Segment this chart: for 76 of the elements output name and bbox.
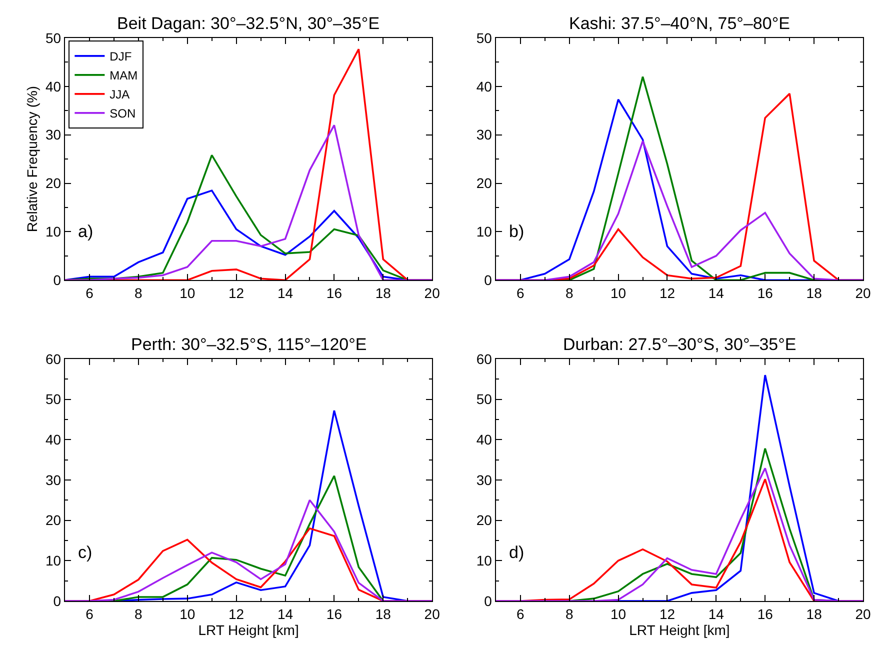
x-tick-label: 20 — [424, 606, 440, 622]
annotation: a) — [78, 222, 94, 241]
legend-label: MAM — [110, 68, 138, 83]
x-tick-label: 12 — [659, 285, 676, 302]
x-tick-label: 12 — [228, 285, 244, 302]
y-tick-label: 0 — [53, 272, 62, 288]
y-tick-label: 60 — [45, 350, 62, 367]
x-tick-label: 14 — [708, 285, 724, 302]
x-tick-label: 6 — [86, 285, 94, 302]
y-tick-label: 30 — [45, 472, 62, 488]
y-tick-label: 40 — [45, 432, 62, 448]
x-tick-label: 10 — [610, 285, 626, 302]
x-tick-label: 16 — [326, 285, 342, 302]
x-tick-label: 16 — [757, 285, 774, 302]
x-tick-label: 14 — [277, 606, 294, 622]
y-tick-label: 20 — [476, 512, 492, 528]
y-tick-label: 50 — [45, 391, 62, 408]
y-tick-label: 0 — [53, 592, 62, 609]
x-tick-label: 8 — [134, 285, 143, 302]
x-tick-label: 14 — [277, 285, 294, 302]
x-tick-label: 20 — [855, 606, 871, 622]
x-tick-label: 18 — [806, 606, 822, 622]
y-tick-label: 30 — [476, 472, 492, 488]
x-axis-title: LRT Height [km] — [629, 622, 730, 638]
y-tick-label: 40 — [45, 78, 62, 94]
y-tick-label: 40 — [476, 432, 492, 448]
x-tick-label: 18 — [375, 606, 392, 622]
chart-title: Durban: 27.5°–30°S, 30°–35°E — [563, 335, 796, 354]
x-tick-label: 20 — [855, 285, 871, 302]
x-tick-label: 10 — [180, 606, 196, 622]
x-tick-label: 8 — [134, 606, 143, 622]
x-tick-label: 18 — [375, 285, 392, 302]
y-tick-label: 20 — [45, 512, 62, 528]
annotation: c) — [78, 543, 92, 562]
y-tick-label: 30 — [476, 126, 492, 143]
chart-title: Kashi: 37.5°–40°N, 75°–80°E — [569, 14, 790, 33]
x-tick-label: 16 — [326, 606, 342, 622]
line-series — [65, 499, 432, 601]
legend-label: DJF — [110, 50, 132, 64]
annotation: b) — [509, 222, 524, 241]
x-tick-label: 20 — [424, 285, 440, 302]
y-tick-label: 50 — [476, 30, 492, 46]
y-tick-label: 10 — [45, 552, 62, 569]
y-tick-label: 10 — [476, 552, 492, 569]
y-tick-label: 10 — [45, 224, 62, 240]
y-tick-label: 30 — [45, 126, 62, 143]
y-tick-label: 0 — [484, 272, 492, 288]
x-tick-label: 12 — [659, 606, 676, 622]
chart-title: Beit Dagan: 30°–32.5°N, 30°–35°E — [117, 14, 380, 33]
y-axis-title: Relative Frequency (%) — [24, 86, 40, 232]
x-tick-label: 18 — [806, 285, 822, 302]
x-tick-label: 10 — [610, 606, 626, 622]
x-tick-label: 8 — [565, 606, 574, 622]
x-axis-title: LRT Height [km] — [198, 622, 299, 638]
x-tick-label: 16 — [757, 606, 774, 622]
x-tick-label: 10 — [180, 285, 196, 302]
y-tick-label: 20 — [476, 175, 492, 192]
legend-label: JJA — [110, 88, 130, 102]
y-tick-label: 50 — [476, 391, 492, 408]
x-tick-label: 14 — [708, 606, 724, 622]
line-series — [65, 124, 432, 280]
legend-label: SON — [110, 106, 136, 121]
x-tick-label: 8 — [565, 285, 574, 302]
y-tick-label: 50 — [45, 30, 62, 46]
y-tick-label: 0 — [484, 592, 492, 609]
chart-title: Perth: 30°–32.5°S, 115°–120°E — [131, 335, 367, 354]
x-tick-label: 6 — [516, 606, 524, 622]
x-tick-label: 12 — [228, 606, 244, 622]
y-tick-label: 20 — [45, 175, 62, 192]
y-tick-label: 60 — [476, 350, 492, 367]
y-tick-label: 40 — [476, 78, 492, 94]
y-tick-label: 10 — [476, 224, 492, 240]
x-tick-label: 6 — [516, 285, 524, 302]
x-tick-label: 6 — [86, 606, 94, 622]
line-series — [496, 140, 863, 280]
annotation: d) — [509, 543, 524, 562]
